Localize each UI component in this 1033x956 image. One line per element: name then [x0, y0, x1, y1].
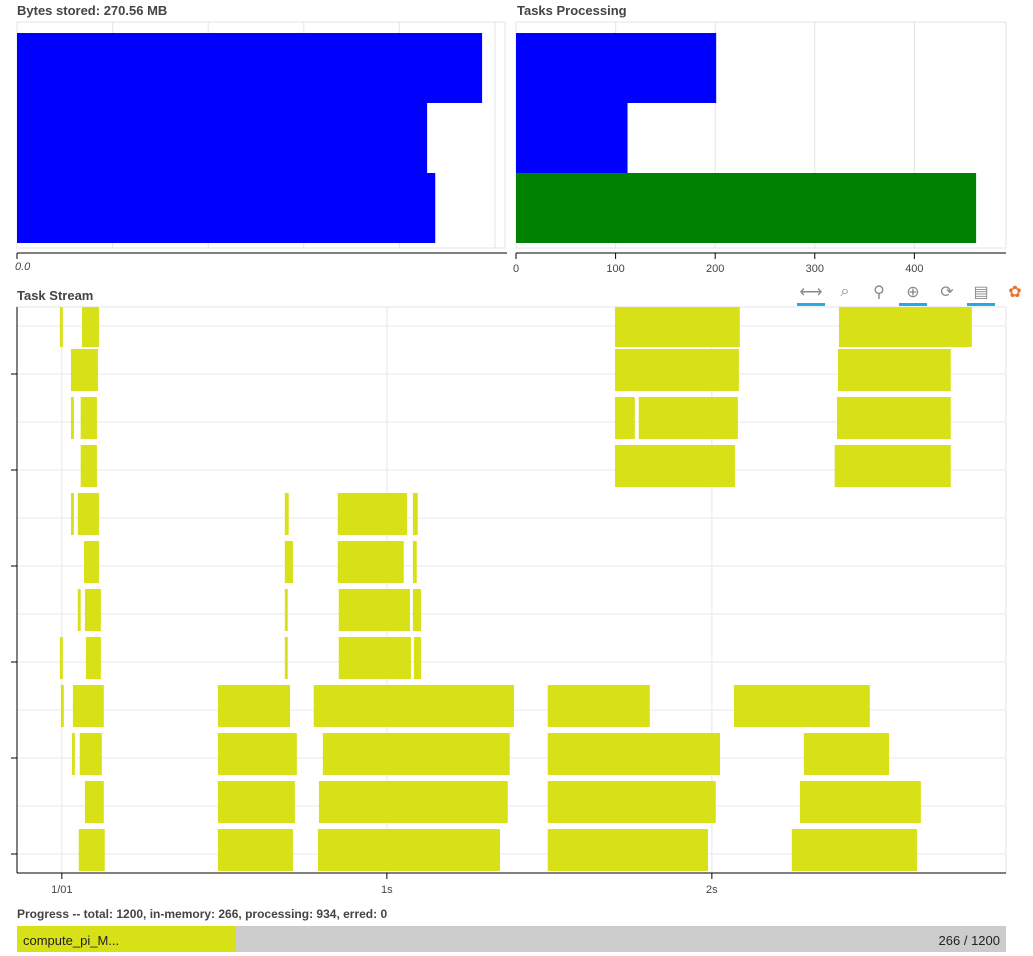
- task-rect: [836, 397, 951, 439]
- charts-canvas[interactable]: 0.0 0 100 200 300 400 1/01 1s 2s: [0, 0, 1033, 900]
- task-rect: [837, 349, 951, 391]
- task-rect: [217, 733, 297, 775]
- task-rect: [85, 637, 101, 679]
- task-rect: [82, 307, 99, 347]
- x-tick-label: 300: [806, 263, 824, 275]
- bokeh-logo-icon[interactable]: ✿: [1008, 283, 1022, 301]
- x-tick-label: 2s: [706, 884, 718, 896]
- task-rect: [799, 781, 921, 823]
- task-rect: [84, 589, 101, 631]
- task-rect: [547, 829, 708, 871]
- task-rect: [60, 685, 64, 727]
- x-tick-label: 400: [905, 263, 923, 275]
- tasks-processing-title: Tasks Processing: [517, 3, 627, 18]
- x-tick-label: 0: [513, 263, 519, 275]
- x-tick-label: 100: [606, 263, 624, 275]
- task-rect: [838, 307, 972, 347]
- task-rect: [615, 397, 635, 439]
- task-rect: [70, 397, 74, 439]
- task-rect: [80, 445, 97, 487]
- task-rect: [733, 685, 870, 727]
- task-rect: [547, 781, 716, 823]
- task-rect: [638, 397, 738, 439]
- reset-icon[interactable]: ⟳: [940, 283, 954, 301]
- task-stream-title: Task Stream: [17, 288, 94, 303]
- task-rect: [217, 781, 295, 823]
- x-tick-label: 200: [706, 263, 724, 275]
- bytes-x-tick-label: 0.0: [15, 261, 31, 273]
- task-rect: [284, 493, 289, 535]
- task-rect: [79, 733, 102, 775]
- progress-count: 266 / 1200: [938, 933, 1000, 948]
- x-tick-label: 1s: [381, 884, 393, 896]
- hover-icon[interactable]: ▤: [967, 280, 995, 306]
- progress-summary: Progress -- total: 1200, in-memory: 266,…: [17, 907, 388, 921]
- progress-fill: [17, 926, 237, 952]
- task-rect: [834, 445, 951, 487]
- task-rect: [84, 781, 104, 823]
- x-tick-label: 1/01: [51, 884, 72, 896]
- task-rect: [59, 307, 63, 347]
- task-rect: [317, 829, 500, 871]
- task-rect: [615, 307, 740, 347]
- task-rect: [70, 493, 74, 535]
- bar: [17, 33, 483, 103]
- task-rect: [615, 445, 735, 487]
- task-rect: [71, 733, 75, 775]
- bar: [17, 103, 428, 173]
- task-stream-toolbar: ⟷ ⌕ ⚲ ⊕ ⟳ ▤ ✿: [797, 280, 1029, 306]
- task-rect: [338, 589, 410, 631]
- task-rect: [217, 685, 291, 727]
- task-rect: [70, 349, 98, 391]
- task-rect: [217, 829, 293, 871]
- task-rect: [412, 541, 417, 583]
- bar: [516, 173, 977, 243]
- task-rect: [412, 493, 418, 535]
- task-rect: [322, 733, 510, 775]
- task-rect: [547, 733, 720, 775]
- bar: [516, 103, 628, 173]
- task-rect: [284, 637, 288, 679]
- task-rect: [615, 349, 739, 391]
- task-rect: [338, 637, 411, 679]
- task-rect: [78, 829, 105, 871]
- bar: [516, 33, 717, 103]
- task-rect: [791, 829, 917, 871]
- task-rect: [337, 541, 404, 583]
- task-rect: [318, 781, 508, 823]
- zoom-in-icon[interactable]: ⊕: [899, 280, 927, 306]
- task-rect: [83, 541, 99, 583]
- bytes-stored-title: Bytes stored: 270.56 MB: [17, 3, 168, 18]
- task-rect: [803, 733, 889, 775]
- task-rect: [547, 685, 650, 727]
- box-zoom-icon[interactable]: ⌕: [840, 282, 850, 300]
- bar: [17, 173, 436, 243]
- task-rect: [412, 589, 421, 631]
- pan-icon[interactable]: ⟷: [797, 280, 825, 306]
- progress-task-label: compute_pi_M...: [23, 933, 120, 948]
- task-rect: [337, 493, 408, 535]
- progress-bar[interactable]: compute_pi_M... 266 / 1200: [17, 926, 1006, 952]
- task-rect: [72, 685, 104, 727]
- task-rect: [59, 637, 63, 679]
- task-rect: [284, 589, 288, 631]
- wheel-zoom-icon[interactable]: ⚲: [873, 283, 885, 301]
- task-rect: [413, 637, 421, 679]
- task-rect: [77, 493, 99, 535]
- task-rect: [80, 397, 97, 439]
- task-rect: [284, 541, 293, 583]
- task-rect: [77, 589, 81, 631]
- task-rect: [313, 685, 514, 727]
